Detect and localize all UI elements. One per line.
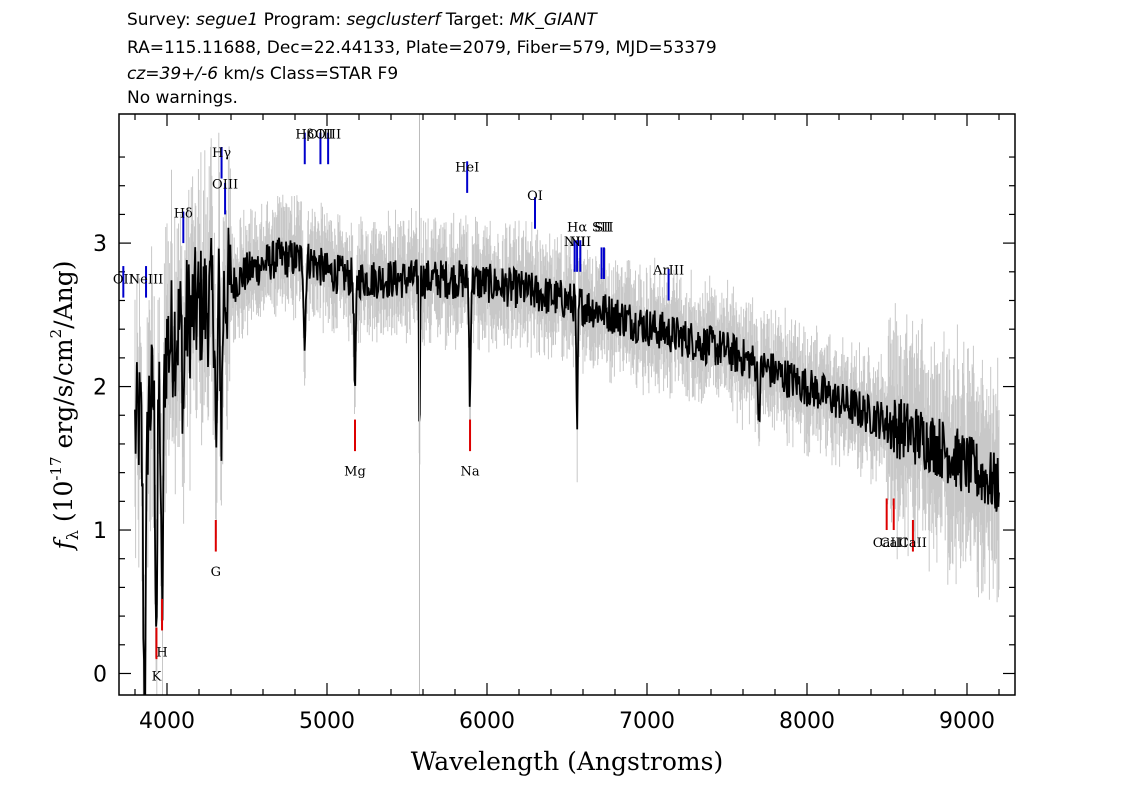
redshift-value: cz=39+/-6 xyxy=(127,64,219,84)
emission-line-label: ArIII xyxy=(652,264,684,279)
target-name: MK_GIANT xyxy=(509,10,597,30)
absorption-line-label: CaII xyxy=(880,536,908,551)
emission-line-label: OI xyxy=(527,189,543,204)
absorption-line-label: K xyxy=(152,670,162,685)
absorption-line-label: CaII xyxy=(899,536,927,551)
emission-line-label: SII xyxy=(594,221,613,236)
x-axis-title: Wavelength (Angstroms) xyxy=(411,747,723,776)
x-tick-label: 9000 xyxy=(939,709,995,734)
emission-line-label: HeI xyxy=(455,160,479,175)
y-tick-label: 2 xyxy=(93,376,107,401)
emission-line-label: SII xyxy=(592,221,611,236)
emission-line-label: NeIII xyxy=(129,272,163,287)
emission-line-label: Hβ xyxy=(295,127,314,142)
plot-frame xyxy=(118,113,1016,696)
header-line-4: No warnings. xyxy=(127,88,238,108)
x-tick-label: 8000 xyxy=(779,709,835,734)
absorption-line-label: H xyxy=(156,645,167,660)
flux-line xyxy=(134,227,1000,695)
absorption-line-label: Na xyxy=(460,465,479,480)
emission-line-label: Hδ xyxy=(174,206,193,221)
emission-line-label: Hγ xyxy=(212,146,231,161)
emission-line-label: Hα xyxy=(567,221,587,236)
header-line-1: Survey: segue1 Program: segclusterf Targ… xyxy=(127,10,597,30)
x-tick-label: 4000 xyxy=(139,709,195,734)
absorption-line-label: CaII xyxy=(873,536,901,551)
x-tick-label: 6000 xyxy=(459,709,515,734)
emission-line-label: OIII xyxy=(212,178,238,193)
x-tick-label: 5000 xyxy=(299,709,355,734)
emission-line-label: NII xyxy=(569,235,591,250)
x-tick-label: 7000 xyxy=(619,709,675,734)
header-line-2: RA=115.11688, Dec=22.44133, Plate=2079, … xyxy=(127,38,717,58)
emission-line-label: OIII xyxy=(315,127,341,142)
y-axis-title: fλ (10-17 erg/s/cm2/Ang) xyxy=(47,260,82,551)
y-tick-label: 1 xyxy=(93,519,107,544)
emission-line-label: OIII xyxy=(307,127,333,142)
y-tick-label: 3 xyxy=(93,232,107,257)
absorption-line-label: G xyxy=(211,565,221,580)
y-tick-label: 0 xyxy=(93,662,107,687)
survey-name: segue1 xyxy=(196,10,259,30)
emission-line-label: OII xyxy=(113,272,134,287)
program-name: segclusterf xyxy=(346,10,441,30)
header-line-3: cz=39+/-6 km/s Class=STAR F9 xyxy=(127,64,399,84)
absorption-line-label: Mg xyxy=(344,465,366,480)
